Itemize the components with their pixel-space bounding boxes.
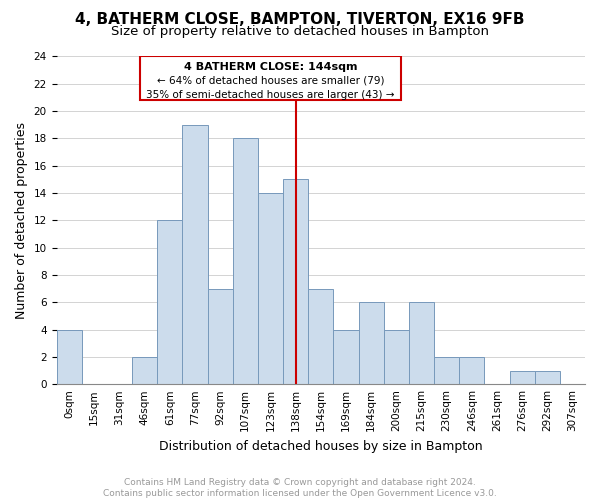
Text: 35% of semi-detached houses are larger (43) →: 35% of semi-detached houses are larger (… bbox=[146, 90, 395, 100]
Bar bbox=[409, 302, 434, 384]
Text: ← 64% of detached houses are smaller (79): ← 64% of detached houses are smaller (79… bbox=[157, 76, 384, 86]
Bar bbox=[434, 357, 459, 384]
Bar bbox=[132, 357, 157, 384]
Bar bbox=[157, 220, 182, 384]
Bar bbox=[535, 370, 560, 384]
Bar bbox=[208, 288, 233, 384]
Bar bbox=[283, 180, 308, 384]
Text: Contains HM Land Registry data © Crown copyright and database right 2024.
Contai: Contains HM Land Registry data © Crown c… bbox=[103, 478, 497, 498]
Bar bbox=[459, 357, 484, 384]
Text: 4 BATHERM CLOSE: 144sqm: 4 BATHERM CLOSE: 144sqm bbox=[184, 62, 357, 72]
Bar bbox=[258, 193, 283, 384]
Bar bbox=[383, 330, 409, 384]
Bar bbox=[334, 330, 359, 384]
Bar bbox=[233, 138, 258, 384]
Text: 4, BATHERM CLOSE, BAMPTON, TIVERTON, EX16 9FB: 4, BATHERM CLOSE, BAMPTON, TIVERTON, EX1… bbox=[75, 12, 525, 28]
X-axis label: Distribution of detached houses by size in Bampton: Distribution of detached houses by size … bbox=[159, 440, 482, 452]
Bar bbox=[56, 330, 82, 384]
Y-axis label: Number of detached properties: Number of detached properties bbox=[15, 122, 28, 319]
Text: Size of property relative to detached houses in Bampton: Size of property relative to detached ho… bbox=[111, 25, 489, 38]
Bar bbox=[359, 302, 383, 384]
Bar bbox=[308, 288, 334, 384]
Bar bbox=[509, 370, 535, 384]
Bar bbox=[182, 125, 208, 384]
FancyBboxPatch shape bbox=[140, 56, 401, 100]
